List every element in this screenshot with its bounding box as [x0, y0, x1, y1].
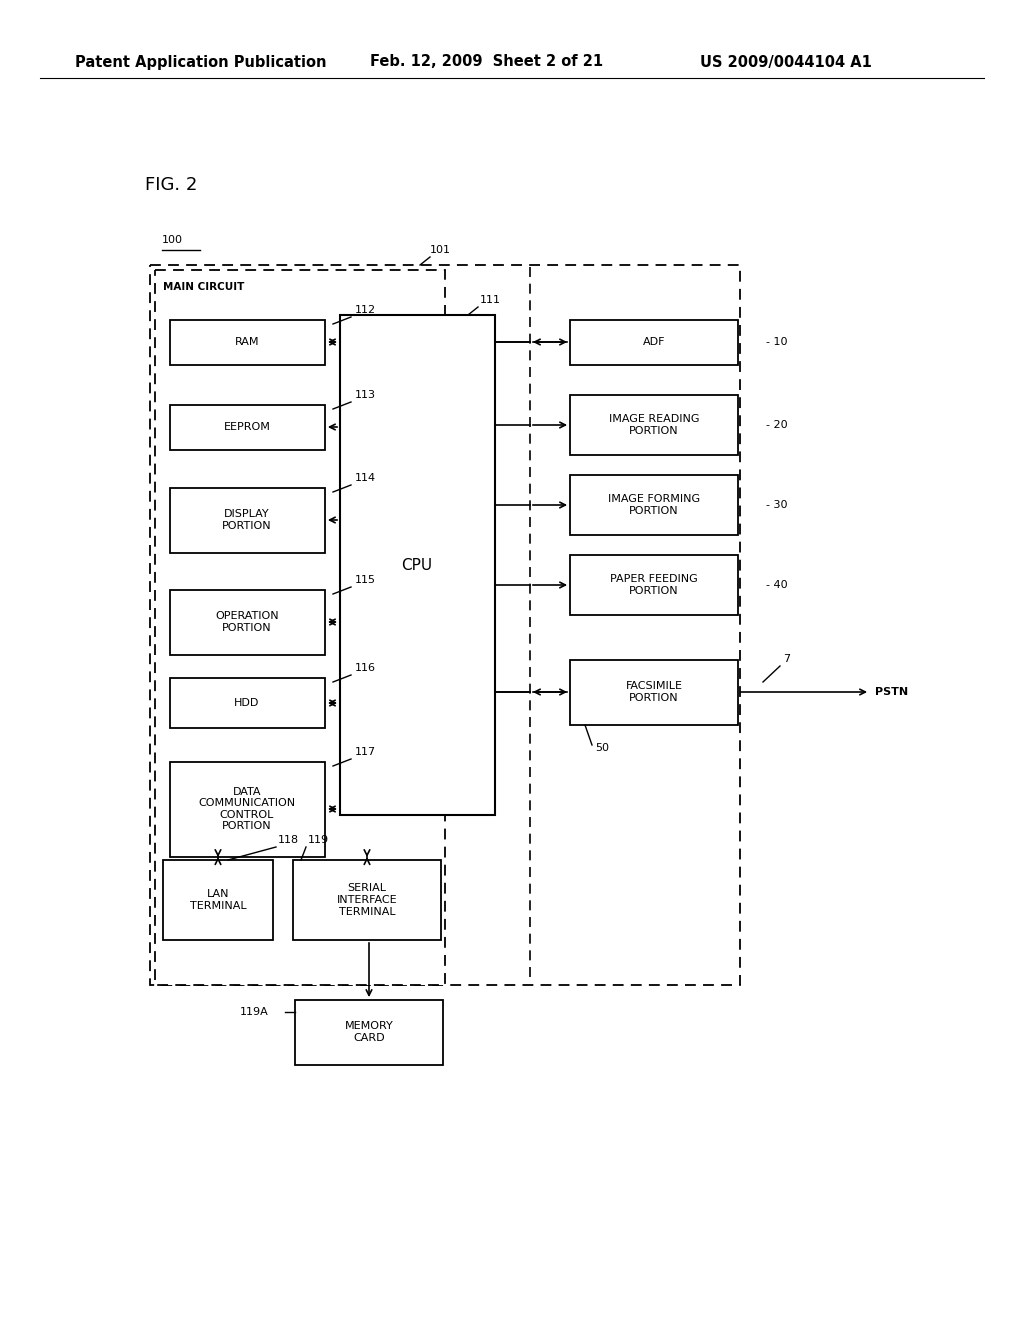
Text: 119: 119 [308, 836, 329, 845]
Text: 119A: 119A [240, 1007, 268, 1016]
Text: - 10: - 10 [766, 337, 787, 347]
Text: 112: 112 [355, 305, 376, 315]
Bar [155, 271, 445, 985]
Text: 111: 111 [480, 294, 501, 305]
Bar [340, 315, 495, 814]
Text: 116: 116 [355, 663, 376, 673]
Text: 115: 115 [355, 576, 376, 585]
Bar [295, 1001, 443, 1065]
Text: RAM: RAM [234, 337, 259, 347]
Bar [570, 475, 738, 535]
Text: EEPROM: EEPROM [223, 422, 270, 432]
Text: - 20: - 20 [766, 420, 787, 430]
Bar [570, 660, 738, 725]
Text: MEMORY
CARD: MEMORY CARD [345, 1022, 393, 1043]
Text: - 40: - 40 [766, 579, 787, 590]
Bar [293, 861, 441, 940]
Text: SERIAL
INTERFACE
TERMINAL: SERIAL INTERFACE TERMINAL [337, 883, 397, 916]
Text: 7: 7 [783, 653, 791, 664]
Bar [170, 678, 325, 729]
Text: FACSIMILE
PORTION: FACSIMILE PORTION [626, 681, 683, 702]
Bar [570, 395, 738, 455]
Bar [170, 405, 325, 450]
Bar [150, 265, 740, 985]
Text: DISPLAY
PORTION: DISPLAY PORTION [222, 510, 271, 531]
Text: US 2009/0044104 A1: US 2009/0044104 A1 [700, 54, 871, 70]
Text: ADF: ADF [643, 337, 666, 347]
Bar [570, 554, 738, 615]
Text: HDD: HDD [234, 698, 260, 708]
Text: - 30: - 30 [766, 500, 787, 510]
Bar [170, 762, 325, 857]
Bar [570, 319, 738, 366]
Bar [163, 861, 273, 940]
Text: 114: 114 [355, 473, 376, 483]
Text: 113: 113 [355, 389, 376, 400]
Text: PAPER FEEDING
PORTION: PAPER FEEDING PORTION [610, 574, 698, 595]
Bar [170, 319, 325, 366]
Text: DATA
COMMUNICATION
CONTROL
PORTION: DATA COMMUNICATION CONTROL PORTION [199, 787, 296, 832]
Text: LAN
TERMINAL: LAN TERMINAL [189, 890, 247, 911]
Text: 100: 100 [162, 235, 183, 246]
Text: IMAGE READING
PORTION: IMAGE READING PORTION [608, 414, 699, 436]
Text: 101: 101 [430, 246, 451, 255]
Text: Patent Application Publication: Patent Application Publication [75, 54, 327, 70]
Text: Feb. 12, 2009  Sheet 2 of 21: Feb. 12, 2009 Sheet 2 of 21 [370, 54, 603, 70]
Text: CPU: CPU [401, 557, 432, 573]
Text: 117: 117 [355, 747, 376, 756]
Text: 50: 50 [595, 743, 609, 752]
Text: MAIN CIRCUIT: MAIN CIRCUIT [163, 282, 245, 292]
Bar [170, 488, 325, 553]
Text: IMAGE FORMING
PORTION: IMAGE FORMING PORTION [608, 494, 700, 516]
Bar [170, 590, 325, 655]
Text: FIG. 2: FIG. 2 [145, 176, 198, 194]
Text: OPERATION
PORTION: OPERATION PORTION [215, 611, 279, 632]
Text: 118: 118 [278, 836, 299, 845]
Text: PSTN: PSTN [874, 686, 908, 697]
